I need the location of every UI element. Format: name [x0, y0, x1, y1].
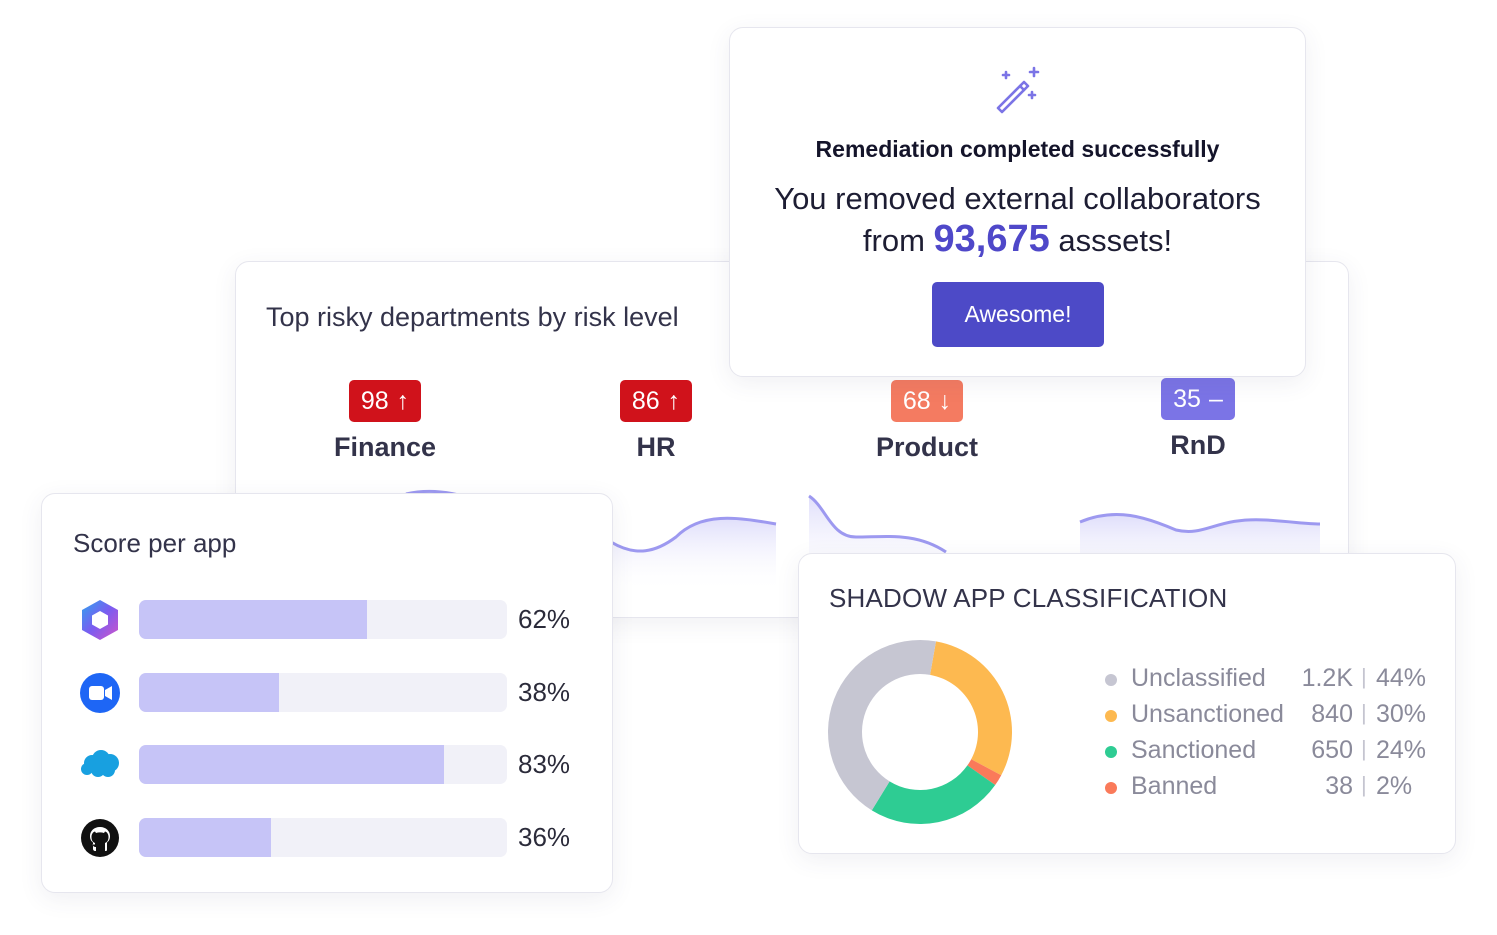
legend-label: Unclassified: [1131, 664, 1266, 692]
microsoft365-icon: [82, 600, 118, 640]
score-bar: [139, 745, 507, 784]
magic-wand-icon: [996, 66, 1040, 114]
legend-percent: 44%: [1376, 664, 1427, 692]
sparkline-hr: [611, 518, 776, 592]
score-per-app-card: Score per app 62% 38%: [41, 493, 613, 893]
legend-separator: |: [1361, 700, 1367, 725]
legend-separator: |: [1361, 736, 1367, 761]
departments-title: Top risky departments by risk level: [266, 302, 679, 332]
app-score-row[interactable]: 38%: [78, 671, 598, 713]
legend-dot: [1105, 674, 1117, 686]
shadow-app-donut-chart: [827, 640, 1012, 824]
department-name: RnD: [1170, 430, 1226, 460]
department-name: HR: [636, 432, 676, 462]
donut-slice-banned[interactable]: [967, 759, 1002, 786]
legend-separator: |: [1361, 772, 1367, 797]
risk-score: 98: [360, 386, 389, 415]
risk-badge: 68 ↓: [890, 380, 964, 422]
department-name: Finance: [333, 432, 437, 462]
legend-percent: 24%: [1376, 736, 1427, 764]
shadow-app-classification-card: SHADOW APP CLASSIFICATION Unclassified 1…: [798, 553, 1456, 854]
sparkline-hr-line: [610, 516, 777, 553]
donut-slice-unsanctioned[interactable]: [930, 641, 1012, 776]
legend-dot: [1105, 710, 1117, 722]
removed-assets-count: 93,675: [933, 218, 1050, 260]
sparkline-product-line: [808, 494, 947, 554]
score-bar-fill: [139, 818, 272, 857]
score-per-app-title: Score per app: [73, 528, 237, 558]
remediation-message-line1: You removed external collaborators: [774, 181, 1261, 216]
legend-item-sanctioned[interactable]: Sanctioned 650 | 24%: [1105, 736, 1435, 768]
message-prefix: from: [862, 223, 925, 258]
legend-count: 650: [1311, 736, 1353, 764]
legend-count: 38: [1325, 772, 1353, 800]
legend-label: Banned: [1131, 772, 1218, 800]
app-score-row[interactable]: 62%: [78, 598, 598, 640]
legend-percent: 30%: [1376, 700, 1427, 728]
risk-score: 86: [631, 386, 660, 415]
remediation-message-line2: from 93,675 asssets!: [730, 218, 1305, 261]
risk-badge: 35 –: [1161, 378, 1235, 420]
risk-badge: 86 ↑: [619, 380, 693, 422]
legend-count: 840: [1311, 700, 1353, 728]
score-percent: 83%: [518, 749, 571, 779]
legend-item-unsanctioned[interactable]: Unsanctioned 840 | 30%: [1105, 700, 1435, 732]
legend-label: Unsanctioned: [1131, 700, 1284, 728]
legend-percent: 2%: [1376, 772, 1413, 800]
department-hr[interactable]: 86 ↑ HR: [536, 380, 776, 463]
score-bar-fill: [139, 600, 368, 639]
awesome-button[interactable]: Awesome!: [932, 282, 1104, 347]
legend-count: 1.2K: [1301, 664, 1353, 692]
score-bar: [139, 818, 507, 857]
shadow-app-title: SHADOW APP CLASSIFICATION: [829, 583, 1228, 613]
legend-dot: [1105, 746, 1117, 758]
legend-dot: [1105, 782, 1117, 794]
donut-slice-unclassified[interactable]: [827, 640, 936, 811]
department-name: Product: [875, 432, 978, 462]
score-bar: [139, 600, 507, 639]
remediation-dialog: Remediation completed successfully You r…: [729, 27, 1306, 377]
department-product[interactable]: 68 ↓ Product: [807, 380, 1047, 463]
zoom-icon: [80, 673, 120, 713]
score-percent: 62%: [518, 604, 571, 634]
score-bar: [139, 673, 507, 712]
dash-icon: –: [1208, 384, 1223, 413]
legend-item-banned[interactable]: Banned 38 | 2%: [1105, 772, 1435, 804]
score-bar-fill: [139, 745, 445, 784]
remediation-title: Remediation completed successfully: [815, 136, 1220, 162]
department-finance[interactable]: 98 ↑ Finance: [265, 380, 505, 463]
app-score-row[interactable]: 83%: [78, 743, 598, 785]
arrow-up-icon: ↑: [396, 386, 410, 415]
score-percent: 38%: [518, 677, 571, 707]
salesforce-icon: [81, 750, 119, 777]
risk-badge: 98 ↑: [348, 380, 422, 422]
app-score-row[interactable]: 36%: [78, 816, 598, 858]
legend-label: Sanctioned: [1131, 736, 1257, 764]
risk-score: 35: [1173, 384, 1201, 413]
legend-item-unclassified[interactable]: Unclassified 1.2K | 44%: [1105, 664, 1435, 696]
department-rnd[interactable]: 35 – RnD: [1078, 378, 1318, 461]
donut-slice-sanctioned[interactable]: [871, 765, 996, 824]
score-bar-fill: [139, 673, 279, 712]
score-percent: 36%: [518, 822, 571, 852]
github-icon: [81, 819, 119, 857]
risk-score: 68: [902, 386, 931, 415]
sparkline-rnd-line: [1079, 512, 1321, 533]
arrow-down-icon: ↓: [938, 386, 952, 415]
legend-separator: |: [1361, 664, 1367, 689]
message-suffix: asssets!: [1058, 223, 1173, 258]
arrow-up-icon: ↑: [667, 386, 681, 415]
